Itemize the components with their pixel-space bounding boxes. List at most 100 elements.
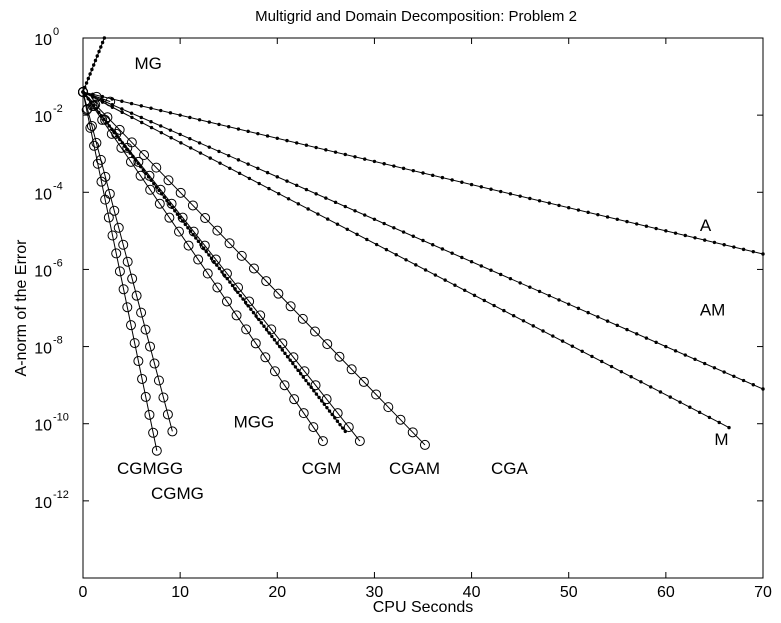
data-point [188,146,193,150]
data-point [207,120,211,124]
data-point [212,282,223,293]
y-tick-exponent: -2 [53,103,63,115]
data-point [217,149,221,154]
data-point [145,341,156,352]
data-point [135,170,146,181]
data-point [228,280,232,284]
data-point [460,255,464,260]
data-point [289,394,300,405]
data-point [605,319,610,323]
data-point [140,120,144,125]
data-point [576,306,581,311]
data-point [664,344,668,349]
data-point [411,234,415,238]
series-labels: MG A AM M MGG CGMGG CGMG CGM CGAM CGA [117,54,729,503]
data-point [654,226,658,231]
data-point [567,302,571,306]
y-tick-base: 10 [34,109,52,126]
data-point [197,118,202,122]
data-point [401,166,406,171]
data-point [224,238,235,249]
data-point [317,395,321,400]
data-point [118,284,129,295]
plot-frame [82,37,764,579]
data-point [78,87,88,97]
data-point [707,415,712,420]
data-point [314,145,318,150]
data-point [658,390,663,394]
data-point [421,171,425,175]
data-point [460,180,464,184]
y-tick-exponent: -4 [53,180,63,192]
data-point [210,254,221,265]
data-point [472,293,477,298]
data-point [125,320,136,331]
data-point [207,253,211,257]
data-point [270,334,274,339]
data-point [560,339,565,343]
data-point [187,200,198,211]
data-point [609,364,614,369]
data-point [629,375,633,379]
data-point [255,310,266,321]
data-point [228,166,232,170]
data-point [204,249,208,254]
data-point [91,63,96,67]
data-point [693,357,697,361]
data-point [404,258,408,262]
data-point [688,405,692,409]
data-point [241,324,252,335]
data-point [113,222,124,233]
data-point [639,380,643,384]
data-point [86,120,97,131]
data-point [440,175,445,180]
data-point [169,136,173,140]
series-label-a: A [700,216,712,235]
data-point [217,122,221,127]
y-tick-exponent: -6 [53,257,63,269]
data-point [327,409,332,413]
x-tick-label: 0 [79,584,88,601]
data-point [605,215,610,219]
data-point [120,107,124,111]
data-point [372,159,377,164]
data-point [267,186,271,191]
data-point [95,54,99,58]
data-point [703,361,707,366]
data-point [712,240,717,245]
data-point [374,242,379,247]
data-point [273,288,284,299]
data-point [166,198,177,209]
data-point [217,266,222,271]
data-point [122,142,133,153]
data-point [127,273,138,284]
data-point [600,359,604,364]
data-point [100,100,105,104]
data-point [197,141,202,145]
data-point [280,348,285,352]
x-tick-label: 30 [366,584,384,601]
data-point [122,256,133,267]
data-point [304,187,309,192]
series-label-mg: MG [134,54,161,73]
data-point [431,173,435,178]
data-point [551,334,555,338]
y-tick-label: 10 -8 [34,335,63,358]
series-cgam [78,87,430,450]
data-point [727,425,731,430]
data-point [615,217,619,221]
data-point [338,422,342,427]
data-point [114,266,125,277]
y-tick-label: 10 -10 [34,412,69,435]
data-point [111,248,122,259]
data-point [120,99,124,103]
data-point [158,392,169,403]
data-point [178,113,182,117]
data-point [125,156,136,167]
data-point [596,315,600,319]
data-point [383,402,394,413]
data-point [140,324,151,335]
data-point [91,91,102,102]
data-point [148,427,159,438]
x-axis-title: CPU Seconds [373,599,474,616]
